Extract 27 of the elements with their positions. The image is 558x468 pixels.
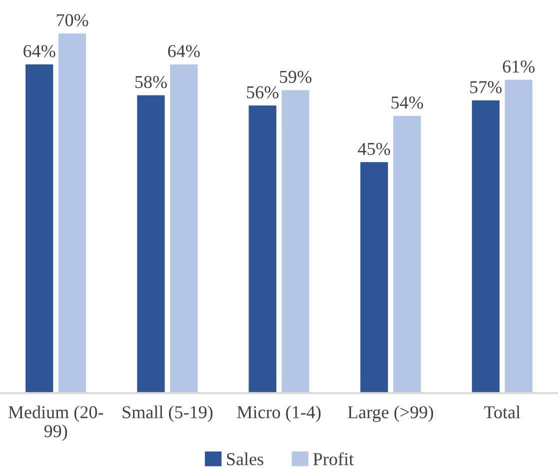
x-tick-label: Micro (1-4): [237, 406, 321, 422]
bar: [392, 114, 422, 394]
data-label: 58%: [135, 76, 167, 88]
x-tick-label: Medium (20- 99): [8, 406, 104, 441]
legend-label: Sales: [227, 452, 264, 466]
data-label: 54%: [392, 96, 423, 109]
data-label: 64%: [168, 45, 200, 58]
bar: [168, 62, 200, 394]
bar: [57, 32, 88, 394]
x-tick-label: Total: [484, 406, 520, 418]
bar: [470, 98, 501, 394]
bar: [503, 78, 534, 394]
data-label: 64%: [24, 45, 56, 58]
bar: [280, 88, 311, 394]
data-label: 57%: [470, 81, 502, 94]
bar: [24, 62, 55, 394]
data-label: 59%: [280, 70, 312, 83]
x-tick-label: Large (>99): [348, 406, 434, 422]
x-tick-label: Small (5-19): [122, 406, 212, 422]
bar: [247, 104, 278, 394]
legend-label: Profit: [313, 452, 354, 466]
data-label: 45%: [358, 142, 390, 156]
data-label: 56%: [247, 86, 278, 98]
bar: [136, 94, 166, 394]
data-label: 70%: [56, 14, 88, 26]
bar: [358, 160, 390, 394]
data-label: 61%: [502, 60, 535, 73]
